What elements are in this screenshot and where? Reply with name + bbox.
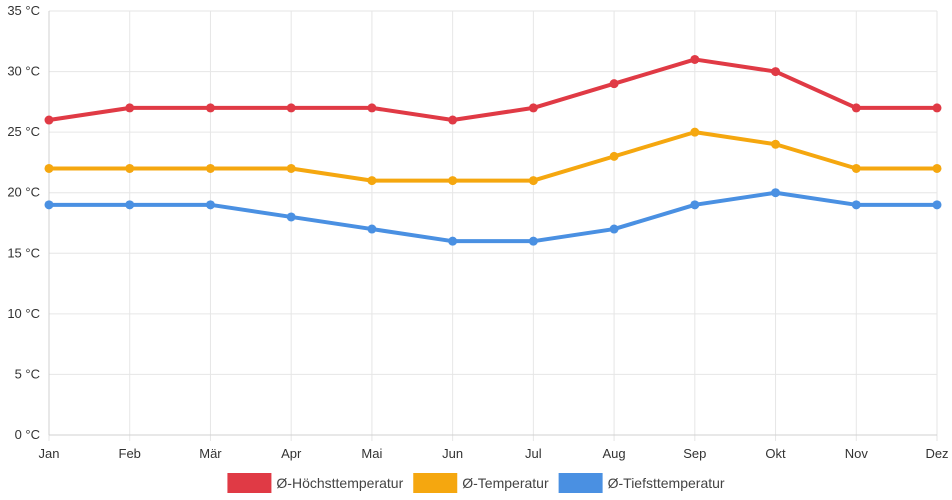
data-point[interactable]	[448, 115, 458, 125]
data-point[interactable]	[609, 224, 619, 234]
series-line	[47, 57, 939, 123]
data-point[interactable]	[367, 224, 377, 234]
grid	[48, 10, 938, 441]
data-point[interactable]	[125, 103, 135, 113]
legend-item-2[interactable]: Ø-Tiefsttemperatur	[558, 473, 725, 493]
data-point[interactable]	[44, 163, 54, 173]
series-line	[47, 130, 939, 183]
data-point[interactable]	[528, 176, 538, 186]
data-point[interactable]	[609, 79, 619, 89]
data-point[interactable]	[286, 163, 296, 173]
x-tick-label: Sep	[683, 446, 706, 461]
data-point[interactable]	[690, 54, 700, 64]
data-point[interactable]	[609, 151, 619, 161]
legend-item-0[interactable]: Ø-Höchsttemperatur	[227, 473, 404, 493]
data-point[interactable]	[771, 188, 781, 198]
data-point[interactable]	[932, 200, 942, 210]
series-1	[44, 127, 942, 186]
data-point[interactable]	[932, 103, 942, 113]
series-line	[47, 190, 939, 244]
legend-swatch	[413, 473, 458, 493]
y-tick-label: 5 °C	[15, 366, 40, 381]
series-group	[44, 54, 942, 246]
legend-swatch	[558, 473, 603, 493]
y-tick-label: 15 °C	[7, 245, 40, 260]
x-tick-label: Aug	[603, 446, 626, 461]
data-point[interactable]	[367, 176, 377, 186]
series-0	[44, 54, 942, 125]
x-tick-label: Jan	[39, 446, 60, 461]
data-point[interactable]	[205, 163, 215, 173]
data-point[interactable]	[771, 139, 781, 149]
legend-swatch	[227, 473, 272, 493]
data-point[interactable]	[690, 127, 700, 137]
legend-label: Ø-Höchsttemperatur	[276, 475, 403, 491]
data-point[interactable]	[690, 200, 700, 210]
x-tick-label: Feb	[119, 446, 141, 461]
x-tick-label: Nov	[845, 446, 869, 461]
x-tick-label: Jul	[525, 446, 542, 461]
data-point[interactable]	[125, 200, 135, 210]
data-point[interactable]	[932, 163, 942, 173]
data-point[interactable]	[448, 176, 458, 186]
data-point[interactable]	[125, 163, 135, 173]
data-point[interactable]	[44, 200, 54, 210]
data-point[interactable]	[771, 67, 781, 77]
x-tick-label: Apr	[281, 446, 302, 461]
y-tick-label: 35 °C	[7, 3, 40, 18]
series-2	[44, 188, 942, 246]
data-point[interactable]	[851, 200, 861, 210]
data-point[interactable]	[205, 200, 215, 210]
x-tick-label: Mai	[361, 446, 382, 461]
x-tick-label: Dez	[925, 446, 948, 461]
y-tick-label: 20 °C	[7, 185, 40, 200]
x-tick-label: Mär	[199, 446, 222, 461]
data-point[interactable]	[528, 103, 538, 113]
data-point[interactable]	[851, 163, 861, 173]
axes: 0 °C 5 °C 10 °C 15 °C 20 °C 25 °C 30 °C 35 °C Ja…	[7, 3, 948, 461]
legend[interactable]: Ø-Höchsttemperatur Ø-Temperatur Ø-Tiefstte…	[227, 473, 725, 493]
data-point[interactable]	[528, 236, 538, 246]
data-point[interactable]	[44, 115, 54, 125]
data-point[interactable]	[286, 103, 296, 113]
y-tick-label: 0 °C	[15, 427, 40, 442]
legend-label: Ø-Tiefsttemperatur	[608, 475, 725, 491]
y-tick-label: 25 °C	[7, 124, 40, 139]
legend-label: Ø-Temperatur	[462, 475, 549, 491]
data-point[interactable]	[367, 103, 377, 113]
data-point[interactable]	[448, 236, 458, 246]
data-point[interactable]	[851, 103, 861, 113]
y-tick-label: 10 °C	[7, 306, 40, 321]
y-tick-label: 30 °C	[7, 64, 40, 79]
data-point[interactable]	[286, 212, 296, 222]
data-point[interactable]	[205, 103, 215, 113]
x-tick-label: Okt	[765, 446, 786, 461]
x-tick-label: Jun	[442, 446, 463, 461]
legend-item-1[interactable]: Ø-Temperatur	[413, 473, 549, 493]
